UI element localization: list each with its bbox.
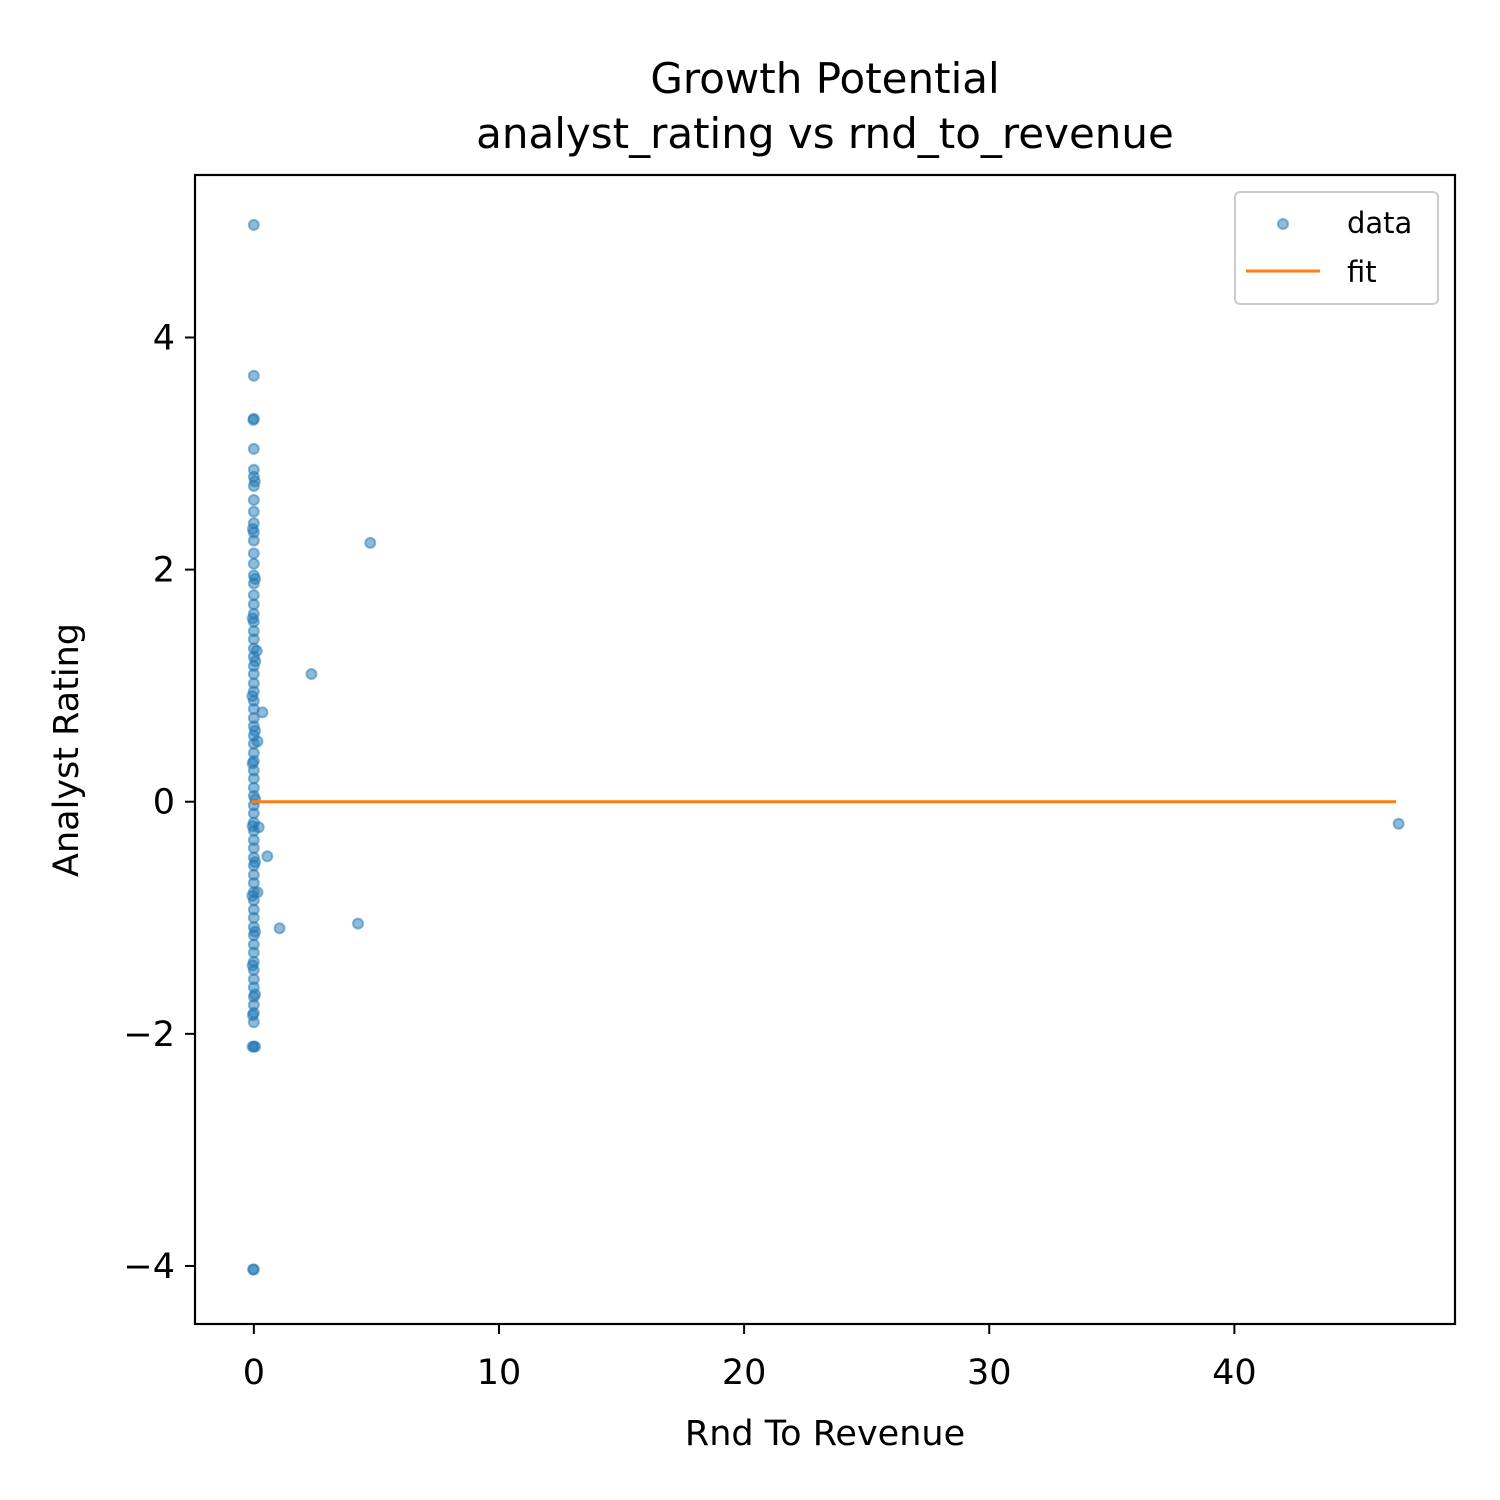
- data-point: [246, 959, 259, 972]
- chart-subtitle: analyst_rating vs rnd_to_revenue: [476, 109, 1174, 158]
- data-point: [246, 612, 259, 625]
- x-tick-label: 10: [477, 1353, 522, 1393]
- data-point: [246, 690, 259, 703]
- data-point: [249, 925, 262, 938]
- data-point: [250, 644, 263, 657]
- data-point: [256, 706, 269, 719]
- y-tick-label: 0: [153, 783, 175, 823]
- data-point: [247, 547, 260, 560]
- data-point: [249, 1040, 262, 1053]
- y-axis-label: Analyst Rating: [47, 623, 87, 877]
- plot-area: [246, 218, 1405, 1276]
- data-point: [246, 1009, 259, 1022]
- data-point: [247, 218, 260, 231]
- data-point: [248, 475, 261, 488]
- data-point: [247, 493, 260, 506]
- y-axis: −4 −2 0 2 4: [123, 318, 195, 1287]
- data-point: [247, 369, 260, 382]
- data-point: [247, 1263, 260, 1276]
- data-point: [247, 505, 260, 518]
- data-point: [352, 917, 365, 930]
- chart-title: Growth Potential: [650, 54, 999, 103]
- legend-marker-data: [1277, 218, 1289, 230]
- x-axis-label: Rnd To Revenue: [685, 1414, 965, 1454]
- y-tick-label: −4: [123, 1247, 175, 1287]
- y-tick-label: 4: [153, 318, 175, 358]
- data-point: [364, 536, 377, 549]
- data-point: [1392, 817, 1405, 830]
- x-tick-label: 20: [722, 1353, 767, 1393]
- data-point: [247, 557, 260, 570]
- x-axis: 0 10 20 30 40: [243, 1324, 1257, 1393]
- x-tick-label: 0: [243, 1353, 265, 1393]
- y-tick-label: 2: [153, 551, 175, 591]
- data-point: [247, 442, 260, 455]
- data-point: [305, 668, 318, 681]
- data-point: [247, 534, 260, 547]
- x-tick-label: 30: [967, 1353, 1012, 1393]
- data-point: [273, 922, 286, 935]
- data-point: [249, 856, 262, 869]
- y-tick-label: −2: [123, 1015, 175, 1055]
- data-point: [251, 735, 264, 748]
- data-point: [249, 572, 262, 585]
- data-point: [249, 988, 262, 1001]
- x-tick-label: 40: [1212, 1353, 1257, 1393]
- data-point: [261, 850, 274, 863]
- data-point: [251, 886, 264, 899]
- axes-frame: [193, 173, 1457, 1326]
- legend: data fit: [1234, 191, 1439, 305]
- data-point: [249, 655, 262, 668]
- data-point: [252, 821, 265, 834]
- data-point: [246, 522, 259, 535]
- legend-label-fit: fit: [1347, 255, 1377, 289]
- legend-label-data: data: [1347, 206, 1412, 240]
- data-point: [246, 757, 259, 770]
- data-point: [249, 724, 262, 737]
- data-point: [247, 413, 260, 426]
